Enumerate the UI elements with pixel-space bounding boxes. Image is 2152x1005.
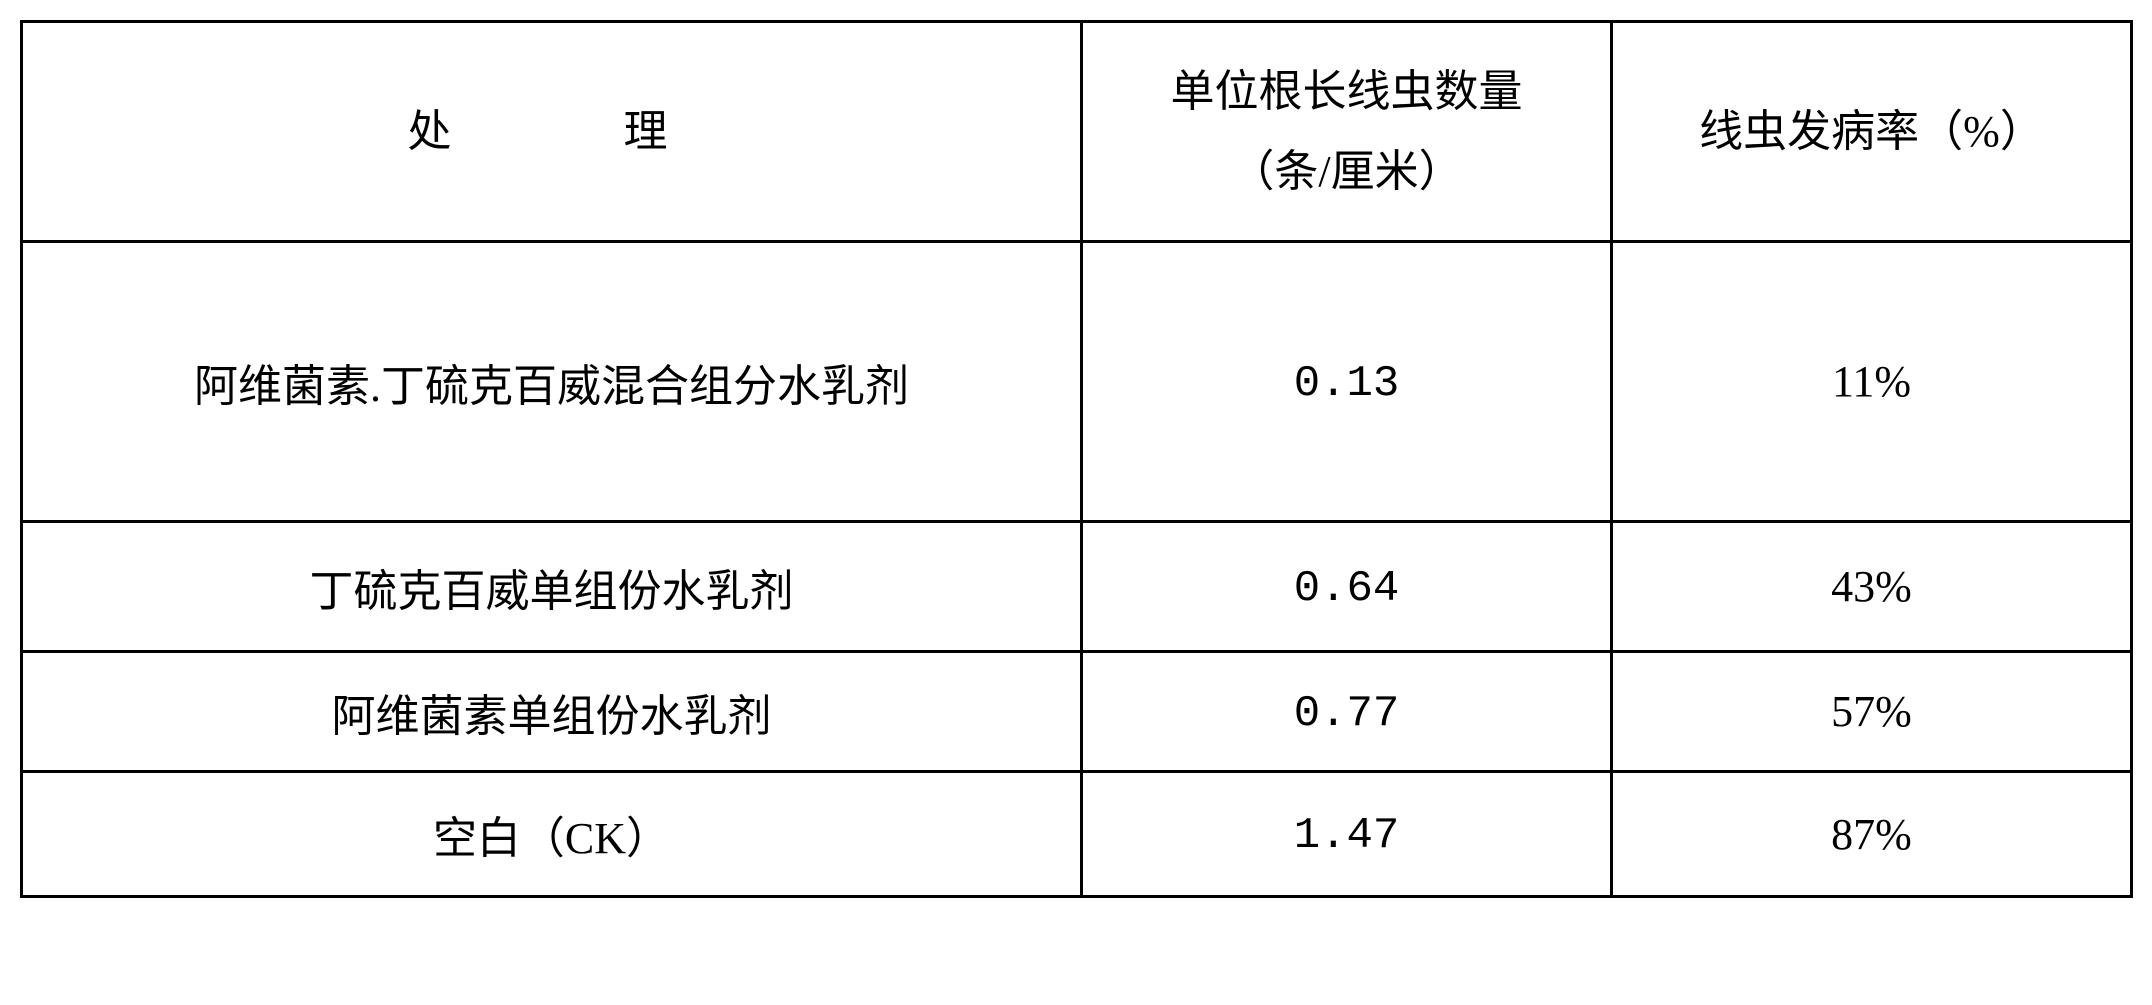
rate-value: 11% <box>1832 357 1911 406</box>
cell-treatment: 丁硫克百威单组份水乳剂 <box>22 522 1082 652</box>
nematode-data-table: 处 理 单位根长线虫数量 （条/厘米） 线虫发病率（%） 阿维菌素.丁硫克百威混… <box>20 20 2133 898</box>
data-table-container: 处 理 单位根长线虫数量 （条/厘米） 线虫发病率（%） 阿维菌素.丁硫克百威混… <box>20 20 2132 898</box>
header-treatment: 处 理 <box>22 22 1082 242</box>
cell-treatment: 空白（CK） <box>22 772 1082 897</box>
header-treatment-label: 处 理 <box>408 107 696 156</box>
cell-treatment: 阿维菌素单组份水乳剂 <box>22 652 1082 772</box>
cell-rate: 43% <box>1612 522 2132 652</box>
rate-value: 43% <box>1831 562 1912 611</box>
cell-count: 0.64 <box>1082 522 1612 652</box>
header-count-line1: 单位根长线虫数量 <box>1083 52 1610 131</box>
header-rate-label: 线虫发病率（%） <box>1699 107 2044 156</box>
treatment-text: 阿维菌素单组份水乳剂 <box>332 692 772 741</box>
cell-rate: 11% <box>1612 242 2132 522</box>
table-row: 阿维菌素单组份水乳剂 0.77 57% <box>22 652 2132 772</box>
treatment-text: 丁硫克百威单组份水乳剂 <box>310 567 794 616</box>
cell-rate: 57% <box>1612 652 2132 772</box>
cell-treatment: 阿维菌素.丁硫克百威混合组分水乳剂 <box>22 242 1082 522</box>
count-value: 0.13 <box>1294 359 1400 409</box>
table-row: 阿维菌素.丁硫克百威混合组分水乳剂 0.13 11% <box>22 242 2132 522</box>
count-value: 1.47 <box>1294 811 1400 861</box>
cell-rate: 87% <box>1612 772 2132 897</box>
rate-value: 87% <box>1831 810 1912 859</box>
cell-count: 0.13 <box>1082 242 1612 522</box>
cell-count: 0.77 <box>1082 652 1612 772</box>
cell-count: 1.47 <box>1082 772 1612 897</box>
count-value: 0.64 <box>1294 564 1400 614</box>
rate-value: 57% <box>1831 687 1912 736</box>
header-rate: 线虫发病率（%） <box>1612 22 2132 242</box>
treatment-text: 空白（CK） <box>433 814 670 863</box>
table-row: 丁硫克百威单组份水乳剂 0.64 43% <box>22 522 2132 652</box>
header-count-line2: （条/厘米） <box>1083 132 1610 211</box>
count-value: 0.77 <box>1294 689 1400 739</box>
header-count: 单位根长线虫数量 （条/厘米） <box>1082 22 1612 242</box>
table-header-row: 处 理 单位根长线虫数量 （条/厘米） 线虫发病率（%） <box>22 22 2132 242</box>
treatment-text: 阿维菌素.丁硫克百威混合组分水乳剂 <box>194 362 909 411</box>
table-row: 空白（CK） 1.47 87% <box>22 772 2132 897</box>
